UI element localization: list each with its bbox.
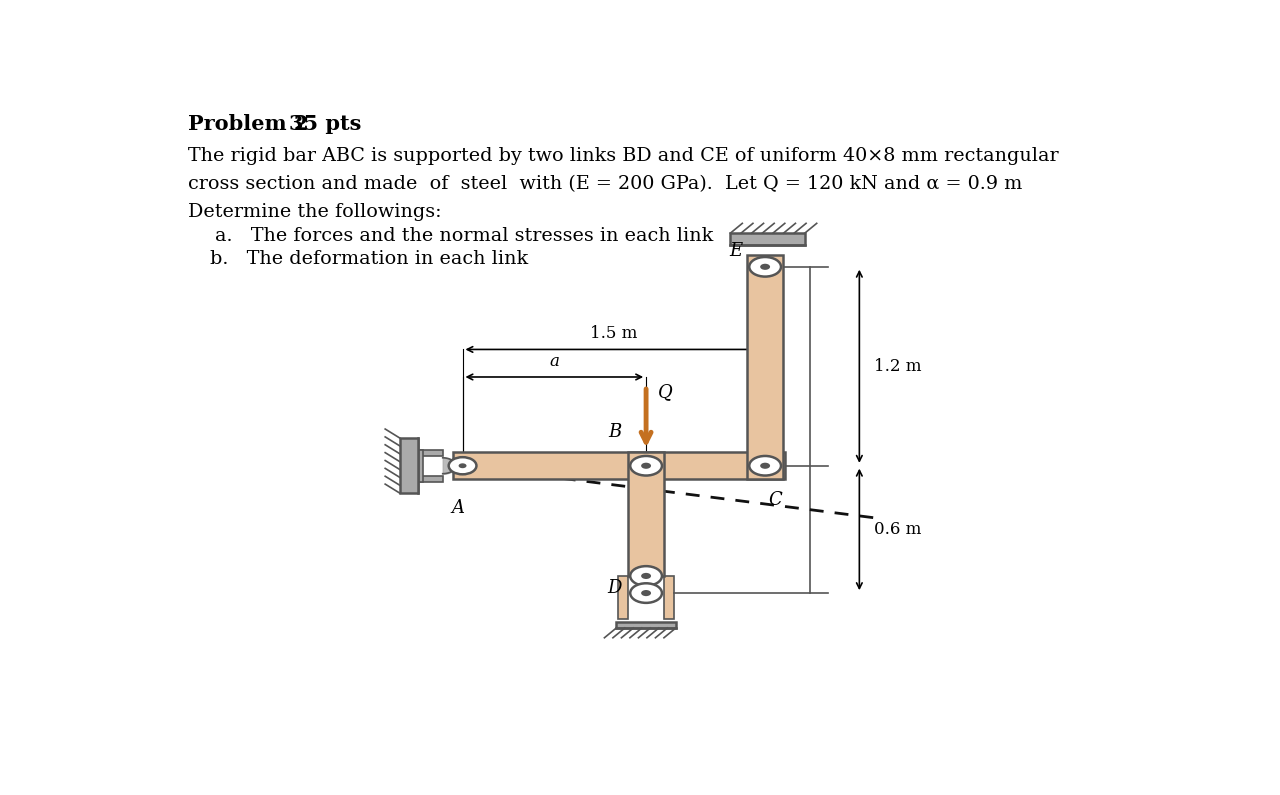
Bar (748, 254, 783, 479)
Bar (401, 438, 417, 493)
Text: cross section and made  of  steel  with (E = 200 GPa).  Let Q = 120 kN and α = 0: cross section and made of steel with (E … (188, 175, 1023, 193)
Circle shape (630, 456, 662, 475)
Text: 35 pts: 35 pts (289, 114, 361, 134)
Text: Q: Q (658, 383, 673, 401)
Text: B: B (608, 423, 621, 441)
Text: Problem 2: Problem 2 (188, 114, 308, 134)
Bar (731, 233, 805, 246)
Bar (453, 452, 785, 479)
Circle shape (760, 463, 771, 469)
Bar (417, 475, 443, 482)
Circle shape (630, 566, 662, 586)
Bar (417, 450, 422, 482)
Text: 0.6 m: 0.6 m (874, 521, 922, 538)
Circle shape (749, 257, 781, 277)
Circle shape (749, 456, 781, 475)
Text: 1.5 m: 1.5 m (590, 325, 637, 342)
Text: E: E (728, 242, 742, 261)
Circle shape (458, 463, 466, 468)
Text: C: C (768, 491, 782, 510)
Circle shape (630, 584, 662, 603)
Text: a: a (549, 353, 559, 370)
Bar (617, 622, 676, 628)
Bar (664, 576, 673, 619)
Bar (628, 452, 664, 576)
Text: The rigid bar ABC is supported by two links BD and CE of uniform 40×8 mm rectang: The rigid bar ABC is supported by two li… (188, 147, 1059, 165)
Text: A: A (451, 499, 465, 518)
Text: b.   The deformation in each link: b. The deformation in each link (210, 250, 527, 268)
Circle shape (641, 590, 652, 596)
Text: Determine the followings:: Determine the followings: (188, 203, 442, 220)
Circle shape (760, 264, 771, 270)
Bar (618, 576, 628, 619)
Text: a.   The forces and the normal stresses in each link: a. The forces and the normal stresses in… (215, 227, 713, 245)
Text: 1.2 m: 1.2 m (874, 358, 922, 374)
Circle shape (641, 573, 652, 579)
Circle shape (449, 457, 476, 475)
Text: D: D (607, 580, 622, 597)
Circle shape (641, 463, 652, 469)
Bar (417, 450, 443, 456)
